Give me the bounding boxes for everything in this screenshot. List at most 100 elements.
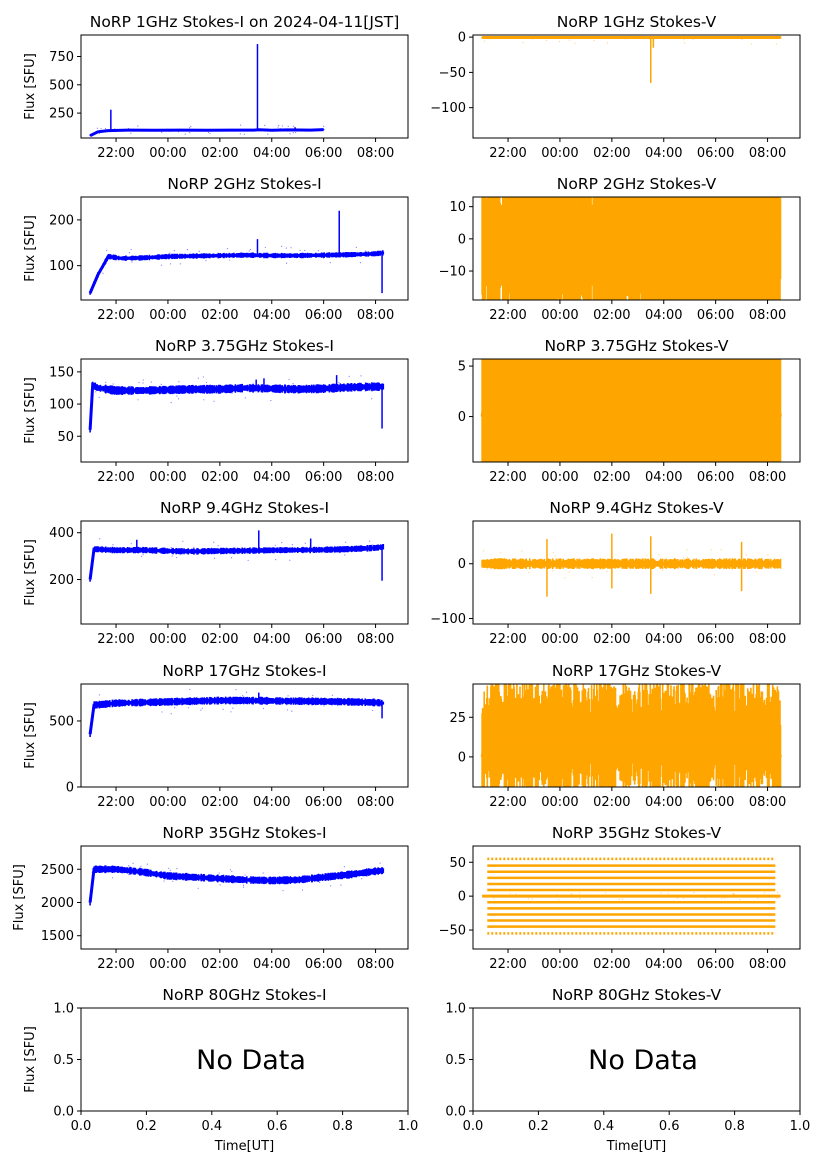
series-dot — [174, 707, 175, 708]
x-tick-label: 00:00 — [149, 632, 186, 647]
series-dot — [131, 261, 132, 262]
series-dot — [734, 142, 735, 143]
x-tick-label: 00:00 — [541, 470, 578, 485]
series-dot — [338, 382, 339, 383]
x-tick-label: 06:00 — [305, 632, 342, 647]
x-tick-label: 02:00 — [201, 632, 238, 647]
series-dot — [99, 694, 100, 695]
series-dot — [683, 731, 684, 732]
x-tick-label: 1.0 — [398, 1119, 419, 1134]
series-dot — [580, 898, 581, 899]
x-tick-label: 08:00 — [357, 632, 394, 647]
x-tick-label: 04:00 — [253, 957, 290, 972]
series-dot — [669, 566, 670, 567]
series-dot — [339, 552, 340, 553]
series-dot — [113, 701, 114, 702]
x-tick-label: 06:00 — [305, 795, 342, 810]
series-dot — [683, 39, 684, 40]
series-dot — [249, 250, 250, 251]
series-dot — [598, 528, 599, 529]
x-tick-label: 00:00 — [149, 795, 186, 810]
y-tick-label: −50 — [439, 924, 466, 939]
series-dot — [128, 128, 129, 129]
series-dot — [739, 775, 740, 776]
series-dot — [278, 125, 279, 126]
series-dot — [719, 33, 720, 34]
x-tick-label: 02:00 — [593, 957, 630, 972]
series-dot — [197, 700, 198, 701]
series-dot — [296, 548, 297, 549]
series-dot — [95, 391, 96, 392]
series-dot — [240, 133, 241, 134]
series-dot — [684, 42, 685, 43]
series-dot — [555, 31, 556, 32]
series-line — [90, 701, 383, 735]
series-dot — [630, 120, 631, 121]
series-dot — [172, 550, 173, 551]
series-dot — [574, 80, 575, 81]
panel-title: NoRP 17GHz Stokes-V — [552, 662, 722, 680]
x-tick-label: 22:00 — [489, 795, 526, 810]
series-dot — [198, 888, 199, 889]
series-dot — [128, 874, 129, 875]
series-dot — [277, 126, 278, 127]
series-dot — [764, 892, 765, 893]
y-tick-label: −50 — [439, 66, 466, 81]
series-dot — [658, 554, 659, 555]
series-dot — [332, 695, 333, 696]
axes-frame — [473, 521, 800, 624]
series-dot — [592, 577, 593, 578]
x-tick-label: 0.0 — [463, 1119, 484, 1134]
series-dot — [147, 872, 148, 873]
series-dot — [266, 702, 267, 703]
series-dot — [646, 565, 647, 566]
series-dot — [776, 43, 777, 44]
panel-i5: NoRP 17GHz Stokes-I050022:00 00:00 02:00 04… — [23, 662, 408, 810]
series-dot — [235, 689, 236, 690]
series-dot — [349, 548, 350, 549]
series-dot — [275, 559, 276, 560]
series-dot — [593, 895, 594, 896]
series-dot — [763, 714, 764, 715]
series-dot — [122, 392, 123, 393]
series-dot — [164, 880, 165, 881]
panel-v1: NoRP 1GHz Stokes-V −100 −50 0 22:00 00:00 02:0… — [430, 13, 800, 161]
x-tick-label: 08:00 — [749, 146, 786, 161]
series-dot — [161, 711, 162, 712]
series-dot — [296, 257, 297, 258]
series-dot — [572, 894, 573, 895]
x-tick-label: 02:00 — [201, 957, 238, 972]
x-tick-label: 08:00 — [749, 795, 786, 810]
series-dot — [172, 555, 173, 556]
x-tick-label: 22:00 — [97, 146, 134, 161]
series-dot — [588, 37, 589, 38]
series-dot — [523, 42, 524, 43]
x-tick-label: 04:00 — [645, 957, 682, 972]
series-dot — [134, 549, 135, 550]
series-dot — [507, 377, 508, 378]
series-dot — [161, 384, 162, 385]
series-dot — [240, 124, 241, 125]
series-dot — [291, 711, 292, 712]
series-line — [90, 253, 383, 293]
x-tick-label: 04:00 — [253, 308, 290, 323]
series-dot — [188, 707, 189, 708]
series-dot — [114, 128, 115, 129]
series-dot — [289, 879, 290, 880]
x-tick-label: 22:00 — [489, 957, 526, 972]
x-tick-label: 22:00 — [97, 957, 134, 972]
series-dot — [354, 705, 355, 706]
series-dot — [777, 892, 778, 893]
series-dot — [721, 549, 722, 550]
series-dot — [646, 555, 647, 556]
x-tick-label: 04:00 — [645, 795, 682, 810]
series-dot — [576, 769, 577, 770]
series-dot — [318, 250, 319, 251]
series-dot — [106, 250, 107, 251]
series-dot — [775, 107, 776, 108]
y-tick-label: 400 — [49, 526, 74, 541]
series-dot — [330, 885, 331, 886]
series-dot — [532, 38, 533, 39]
x-tick-label: 22:00 — [489, 632, 526, 647]
series-dot — [498, 337, 499, 338]
